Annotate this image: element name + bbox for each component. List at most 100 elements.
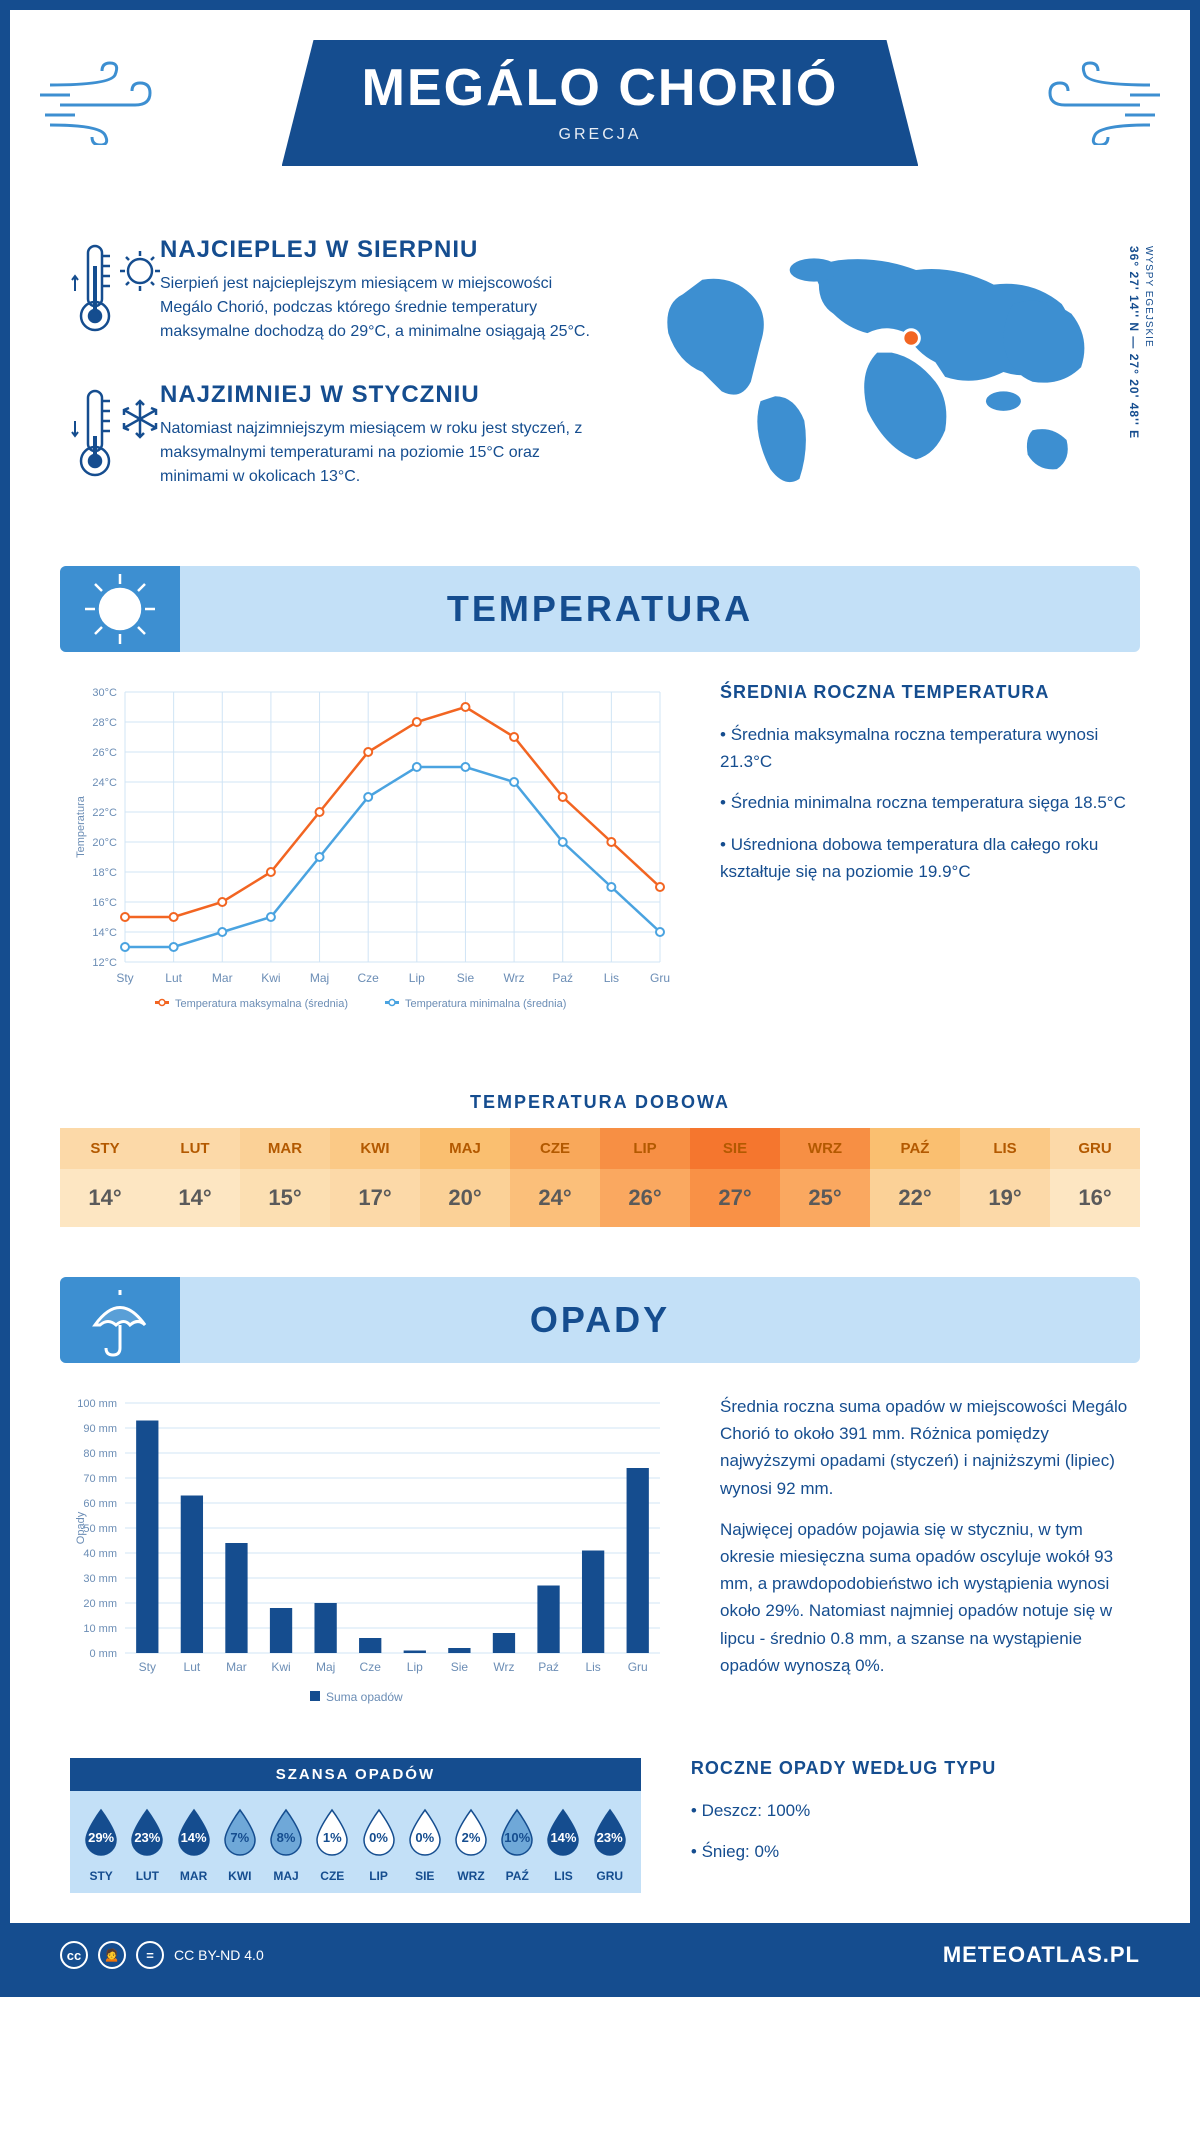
raindrop-icon: 8% xyxy=(265,1806,307,1863)
umbrella-icon xyxy=(60,1277,180,1363)
temp-table-value: 14° xyxy=(150,1169,240,1227)
wind-decoration-right-icon xyxy=(1030,55,1160,150)
chance-col: 14% LIS xyxy=(540,1806,586,1883)
location-title: MEGÁLO CHORIÓ xyxy=(362,58,839,118)
fact-cold-title: NAJZIMNIEJ W STYCZNIU xyxy=(160,381,604,409)
svg-text:Gru: Gru xyxy=(650,971,670,985)
svg-text:80 mm: 80 mm xyxy=(83,1448,117,1460)
temp-table-value: 14° xyxy=(60,1169,150,1227)
temp-table-col: STY14° xyxy=(60,1128,150,1227)
chance-month: MAJ xyxy=(263,1869,309,1883)
chance-percent: 14% xyxy=(550,1829,576,1844)
svg-text:40 mm: 40 mm xyxy=(83,1548,117,1560)
svg-text:20 mm: 20 mm xyxy=(83,1598,117,1610)
raindrop-icon: 29% xyxy=(80,1806,122,1863)
svg-text:20°C: 20°C xyxy=(92,837,117,849)
temp-info-item: Średnia minimalna roczna temperatura się… xyxy=(720,789,1130,816)
brand-name: METEOATLAS.PL xyxy=(943,1942,1140,1968)
temp-table-value: 24° xyxy=(510,1169,600,1227)
temp-table-value: 27° xyxy=(690,1169,780,1227)
chance-month: KWI xyxy=(217,1869,263,1883)
temp-table-value: 19° xyxy=(960,1169,1050,1227)
chance-month: STY xyxy=(78,1869,124,1883)
temp-info-list: Średnia maksymalna roczna temperatura wy… xyxy=(720,721,1130,885)
svg-text:70 mm: 70 mm xyxy=(83,1473,117,1485)
precipitation-section-header: OPADY xyxy=(60,1277,1140,1363)
raindrop-icon: 0% xyxy=(404,1806,446,1863)
raindrop-icon: 14% xyxy=(542,1806,584,1863)
raindrop-icon: 10% xyxy=(496,1806,538,1863)
svg-text:Lip: Lip xyxy=(407,1660,423,1674)
fact-coldest: NAJZIMNIEJ W STYCZNIU Natomiast najzimni… xyxy=(70,381,604,496)
rain-para-2: Najwięcej opadów pojawia się w styczniu,… xyxy=(720,1516,1130,1679)
temp-info-title: ŚREDNIA ROCZNA TEMPERATURA xyxy=(720,682,1130,703)
chance-col: 23%GRU xyxy=(587,1806,633,1883)
chance-col: 10% PAŹ xyxy=(494,1806,540,1883)
svg-text:22°C: 22°C xyxy=(92,807,117,819)
svg-text:10 mm: 10 mm xyxy=(83,1623,117,1635)
svg-text:50 mm: 50 mm xyxy=(83,1523,117,1535)
chance-col: 29% STY xyxy=(78,1806,124,1883)
temperature-line-chart: 12°C14°C16°C18°C20°C22°C24°C26°C28°C30°C… xyxy=(70,682,670,1042)
temp-table-col: SIE27° xyxy=(690,1128,780,1227)
chance-percent: 0% xyxy=(369,1829,388,1844)
svg-text:28°C: 28°C xyxy=(92,717,117,729)
rain-type-item: Deszcz: 100% xyxy=(691,1797,1130,1824)
svg-text:12°C: 12°C xyxy=(92,957,117,969)
temp-table-value: 16° xyxy=(1050,1169,1140,1227)
svg-text:30 mm: 30 mm xyxy=(83,1573,117,1585)
raindrop-icon: 14% xyxy=(173,1806,215,1863)
raindrop-icon: 7% xyxy=(219,1806,261,1863)
svg-text:Opady: Opady xyxy=(75,1511,87,1544)
thermometer-sun-icon xyxy=(70,236,140,351)
temp-table-col: CZE24° xyxy=(510,1128,600,1227)
svg-text:Sie: Sie xyxy=(451,1660,469,1674)
temp-table-value: 17° xyxy=(330,1169,420,1227)
rain-type-item: Śnieg: 0% xyxy=(691,1838,1130,1865)
temp-table-month: LIS xyxy=(960,1128,1050,1169)
chance-month: WRZ xyxy=(448,1869,494,1883)
chance-col: 23% LUT xyxy=(124,1806,170,1883)
svg-text:16°C: 16°C xyxy=(92,897,117,909)
temp-table-month: GRU xyxy=(1050,1128,1140,1169)
chance-month: LIS xyxy=(540,1869,586,1883)
chance-month: CZE xyxy=(309,1869,355,1883)
temp-section-title: TEMPERATURA xyxy=(60,588,1140,630)
raindrop-icon: 23% xyxy=(126,1806,168,1863)
svg-text:Cze: Cze xyxy=(360,1660,382,1674)
precipitation-bar-chart: 0 mm10 mm20 mm30 mm40 mm50 mm60 mm70 mm8… xyxy=(70,1393,670,1733)
temp-table-col: MAR15° xyxy=(240,1128,330,1227)
svg-text:24°C: 24°C xyxy=(92,777,117,789)
svg-text:Maj: Maj xyxy=(310,971,329,985)
chance-col: 0% LIP xyxy=(355,1806,401,1883)
by-icon: 🙍 xyxy=(98,1941,126,1969)
temp-table-value: 20° xyxy=(420,1169,510,1227)
raindrop-icon: 0% xyxy=(358,1806,400,1863)
svg-text:26°C: 26°C xyxy=(92,747,117,759)
svg-text:Maj: Maj xyxy=(316,1660,335,1674)
nd-icon: = xyxy=(136,1941,164,1969)
raindrop-icon: 1% xyxy=(311,1806,353,1863)
chance-col: 2%WRZ xyxy=(448,1806,494,1883)
precipitation-chance-row: 29%STY23%LUT14%MAR7%KWI8%MAJ1%CZE0%LIP0%… xyxy=(70,1791,641,1893)
temp-table-month: SIE xyxy=(690,1128,780,1169)
chance-month: LIP xyxy=(355,1869,401,1883)
temperature-chart-row: 12°C14°C16°C18°C20°C22°C24°C26°C28°C30°C… xyxy=(10,652,1190,1067)
temp-table-month: LUT xyxy=(150,1128,240,1169)
svg-text:Kwi: Kwi xyxy=(261,971,280,985)
svg-text:Sie: Sie xyxy=(457,971,475,985)
svg-text:0 mm: 0 mm xyxy=(90,1648,118,1660)
chance-month: PAŹ xyxy=(494,1869,540,1883)
svg-text:Sty: Sty xyxy=(139,1660,156,1674)
wind-decoration-left-icon xyxy=(40,55,170,150)
license-text: CC BY-ND 4.0 xyxy=(174,1947,264,1963)
chance-month: LUT xyxy=(124,1869,170,1883)
svg-text:Lut: Lut xyxy=(184,1660,201,1674)
temp-table-col: LIP26° xyxy=(600,1128,690,1227)
chance-month: SIE xyxy=(402,1869,448,1883)
sun-icon xyxy=(60,566,180,652)
chance-percent: 1% xyxy=(323,1829,342,1844)
svg-text:Temperatura maksymalna (średni: Temperatura maksymalna (średnia) xyxy=(175,998,348,1010)
rain-type-list: Deszcz: 100% Śnieg: 0% xyxy=(691,1797,1130,1865)
chance-percent: 7% xyxy=(230,1829,249,1844)
